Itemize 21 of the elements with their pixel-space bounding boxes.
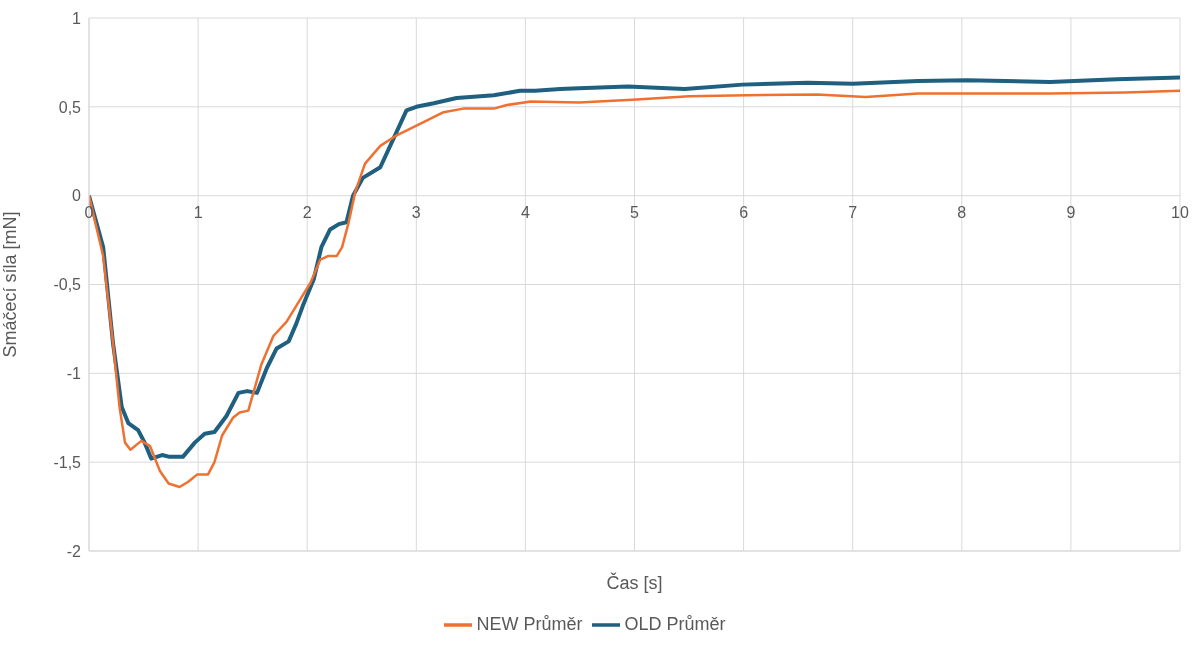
x-tick-label: 1 — [193, 203, 203, 221]
y-tick-label: -1,5 — [53, 453, 82, 471]
y-axis-title: Smáčecí síla [mN] — [0, 211, 21, 358]
y-tick-label: -2 — [66, 542, 82, 560]
y-tick-label: 0,5 — [58, 98, 82, 116]
x-axis-title: Čas [s] — [606, 572, 663, 593]
legend-label: OLD Průměr — [624, 613, 726, 634]
x-tick-label: 8 — [957, 203, 967, 221]
y-tick-label: -1 — [66, 365, 82, 383]
y-tick-label: 1 — [72, 9, 82, 27]
y-tick-label: -0,5 — [53, 276, 82, 294]
x-tick-label: 6 — [739, 203, 749, 221]
x-tick-label: 5 — [630, 203, 640, 221]
x-tick-label: 7 — [848, 203, 858, 221]
legend-label: NEW Průměr — [476, 613, 583, 634]
x-tick-label: 9 — [1066, 203, 1076, 221]
x-tick-label: 3 — [411, 203, 421, 221]
x-tick-label: 4 — [520, 203, 530, 221]
y-tick-label: 0 — [72, 187, 82, 205]
x-tick-label: 2 — [302, 203, 312, 221]
x-tick-label: 10 — [1171, 203, 1189, 221]
